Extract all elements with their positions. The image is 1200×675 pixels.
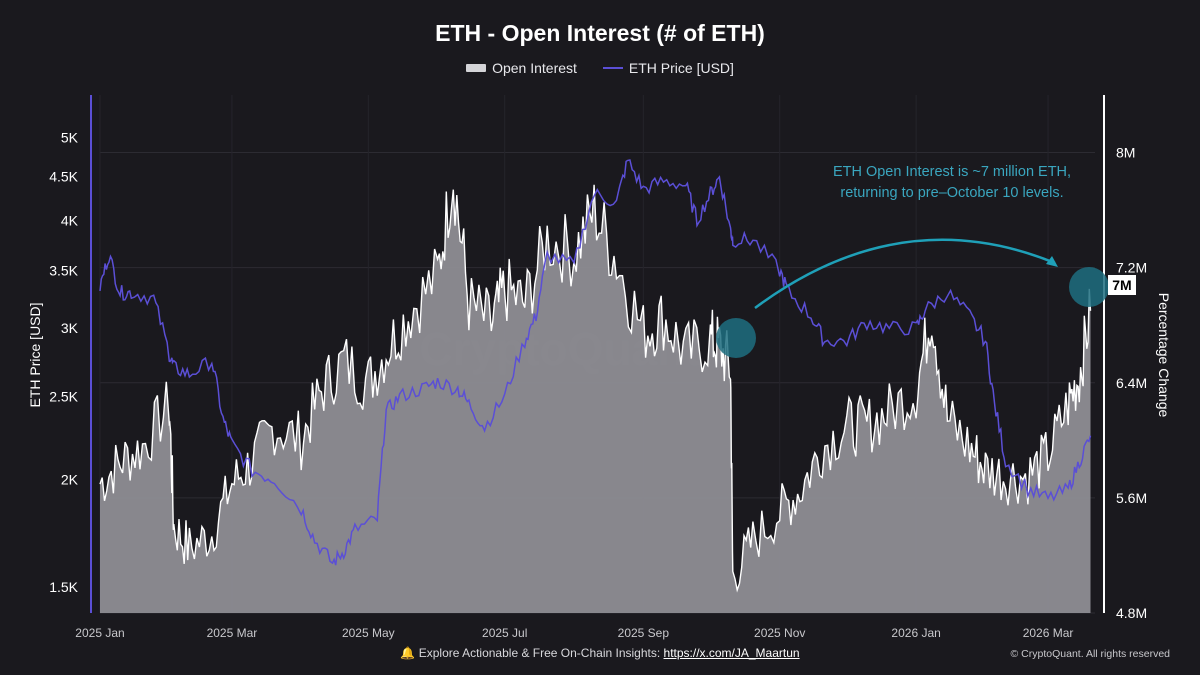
right-tick-label: 6.4M	[1116, 375, 1147, 391]
legend-swatch-area	[466, 64, 487, 72]
left-axis-title: ETH Price [USD]	[27, 302, 43, 407]
x-tick-label: 2025 Jan	[75, 626, 124, 640]
left-tick-label: 4K	[61, 213, 79, 229]
x-tick-label: 2025 May	[342, 626, 395, 640]
chart-annotation: ETH Open Interest is ~7 million ETH, ret…	[832, 164, 1072, 201]
left-tick-label: 3.5K	[49, 263, 78, 279]
annotation-arrow	[754, 238, 1056, 310]
right-tick-label: 7.2M	[1116, 260, 1147, 276]
x-tick-label: 2026 Jan	[891, 626, 940, 640]
x-tick-label: 2025 Jul	[482, 626, 527, 640]
chart-legend: Open Interest ETH Price [USD]	[0, 60, 1200, 76]
left-tick-label: 1.5K	[49, 579, 78, 595]
left-tick-label: 2K	[61, 472, 79, 488]
eth-price-line	[99, 159, 1092, 566]
right-tick-label: 4.8M	[1116, 605, 1147, 621]
open-interest-line	[99, 184, 1092, 593]
left-tick-label: 5K	[61, 129, 79, 145]
left-tick-label: 3K	[61, 320, 79, 336]
left-tick-label: 2.5K	[49, 388, 78, 404]
annotation-arrowhead	[1046, 256, 1058, 267]
x-tick-label: 2025 Mar	[207, 626, 258, 640]
highlight-circle-now	[1069, 267, 1109, 307]
chart-title: ETH - Open Interest (# of ETH)	[435, 20, 765, 46]
open-interest-area	[100, 184, 1091, 614]
right-tick-label: 8M	[1116, 145, 1135, 161]
legend-item-eth-price[interactable]: ETH Price [USD]	[602, 60, 734, 76]
legend-swatch-line	[602, 67, 623, 69]
current-value-label: 7M	[1108, 275, 1136, 295]
x-tick-label: 2025 Sep	[618, 626, 670, 640]
right-axis-title: Percentage Change	[1156, 293, 1172, 418]
footer-link[interactable]: https://x.com/JA_Maartun	[663, 646, 800, 660]
legend-label-eth-price: ETH Price [USD]	[628, 60, 734, 76]
legend-item-open-interest[interactable]: Open Interest	[466, 60, 577, 76]
left-tick-label: 4.5K	[49, 169, 78, 185]
copyright: © CryptoQuant. All rights reserved	[1010, 648, 1170, 660]
highlight-circle-oct	[716, 318, 756, 358]
footer: 🔔 Explore Actionable & Free On-Chain Ins…	[0, 646, 1200, 660]
bell-icon: 🔔	[400, 646, 416, 660]
legend-label-open-interest: Open Interest	[492, 60, 577, 76]
right-tick-label: 5.6M	[1116, 490, 1147, 506]
footer-text: Explore Actionable & Free On-Chain Insig…	[418, 646, 664, 660]
x-tick-label: 2026 Mar	[1023, 626, 1074, 640]
x-tick-label: 2025 Nov	[754, 626, 805, 640]
